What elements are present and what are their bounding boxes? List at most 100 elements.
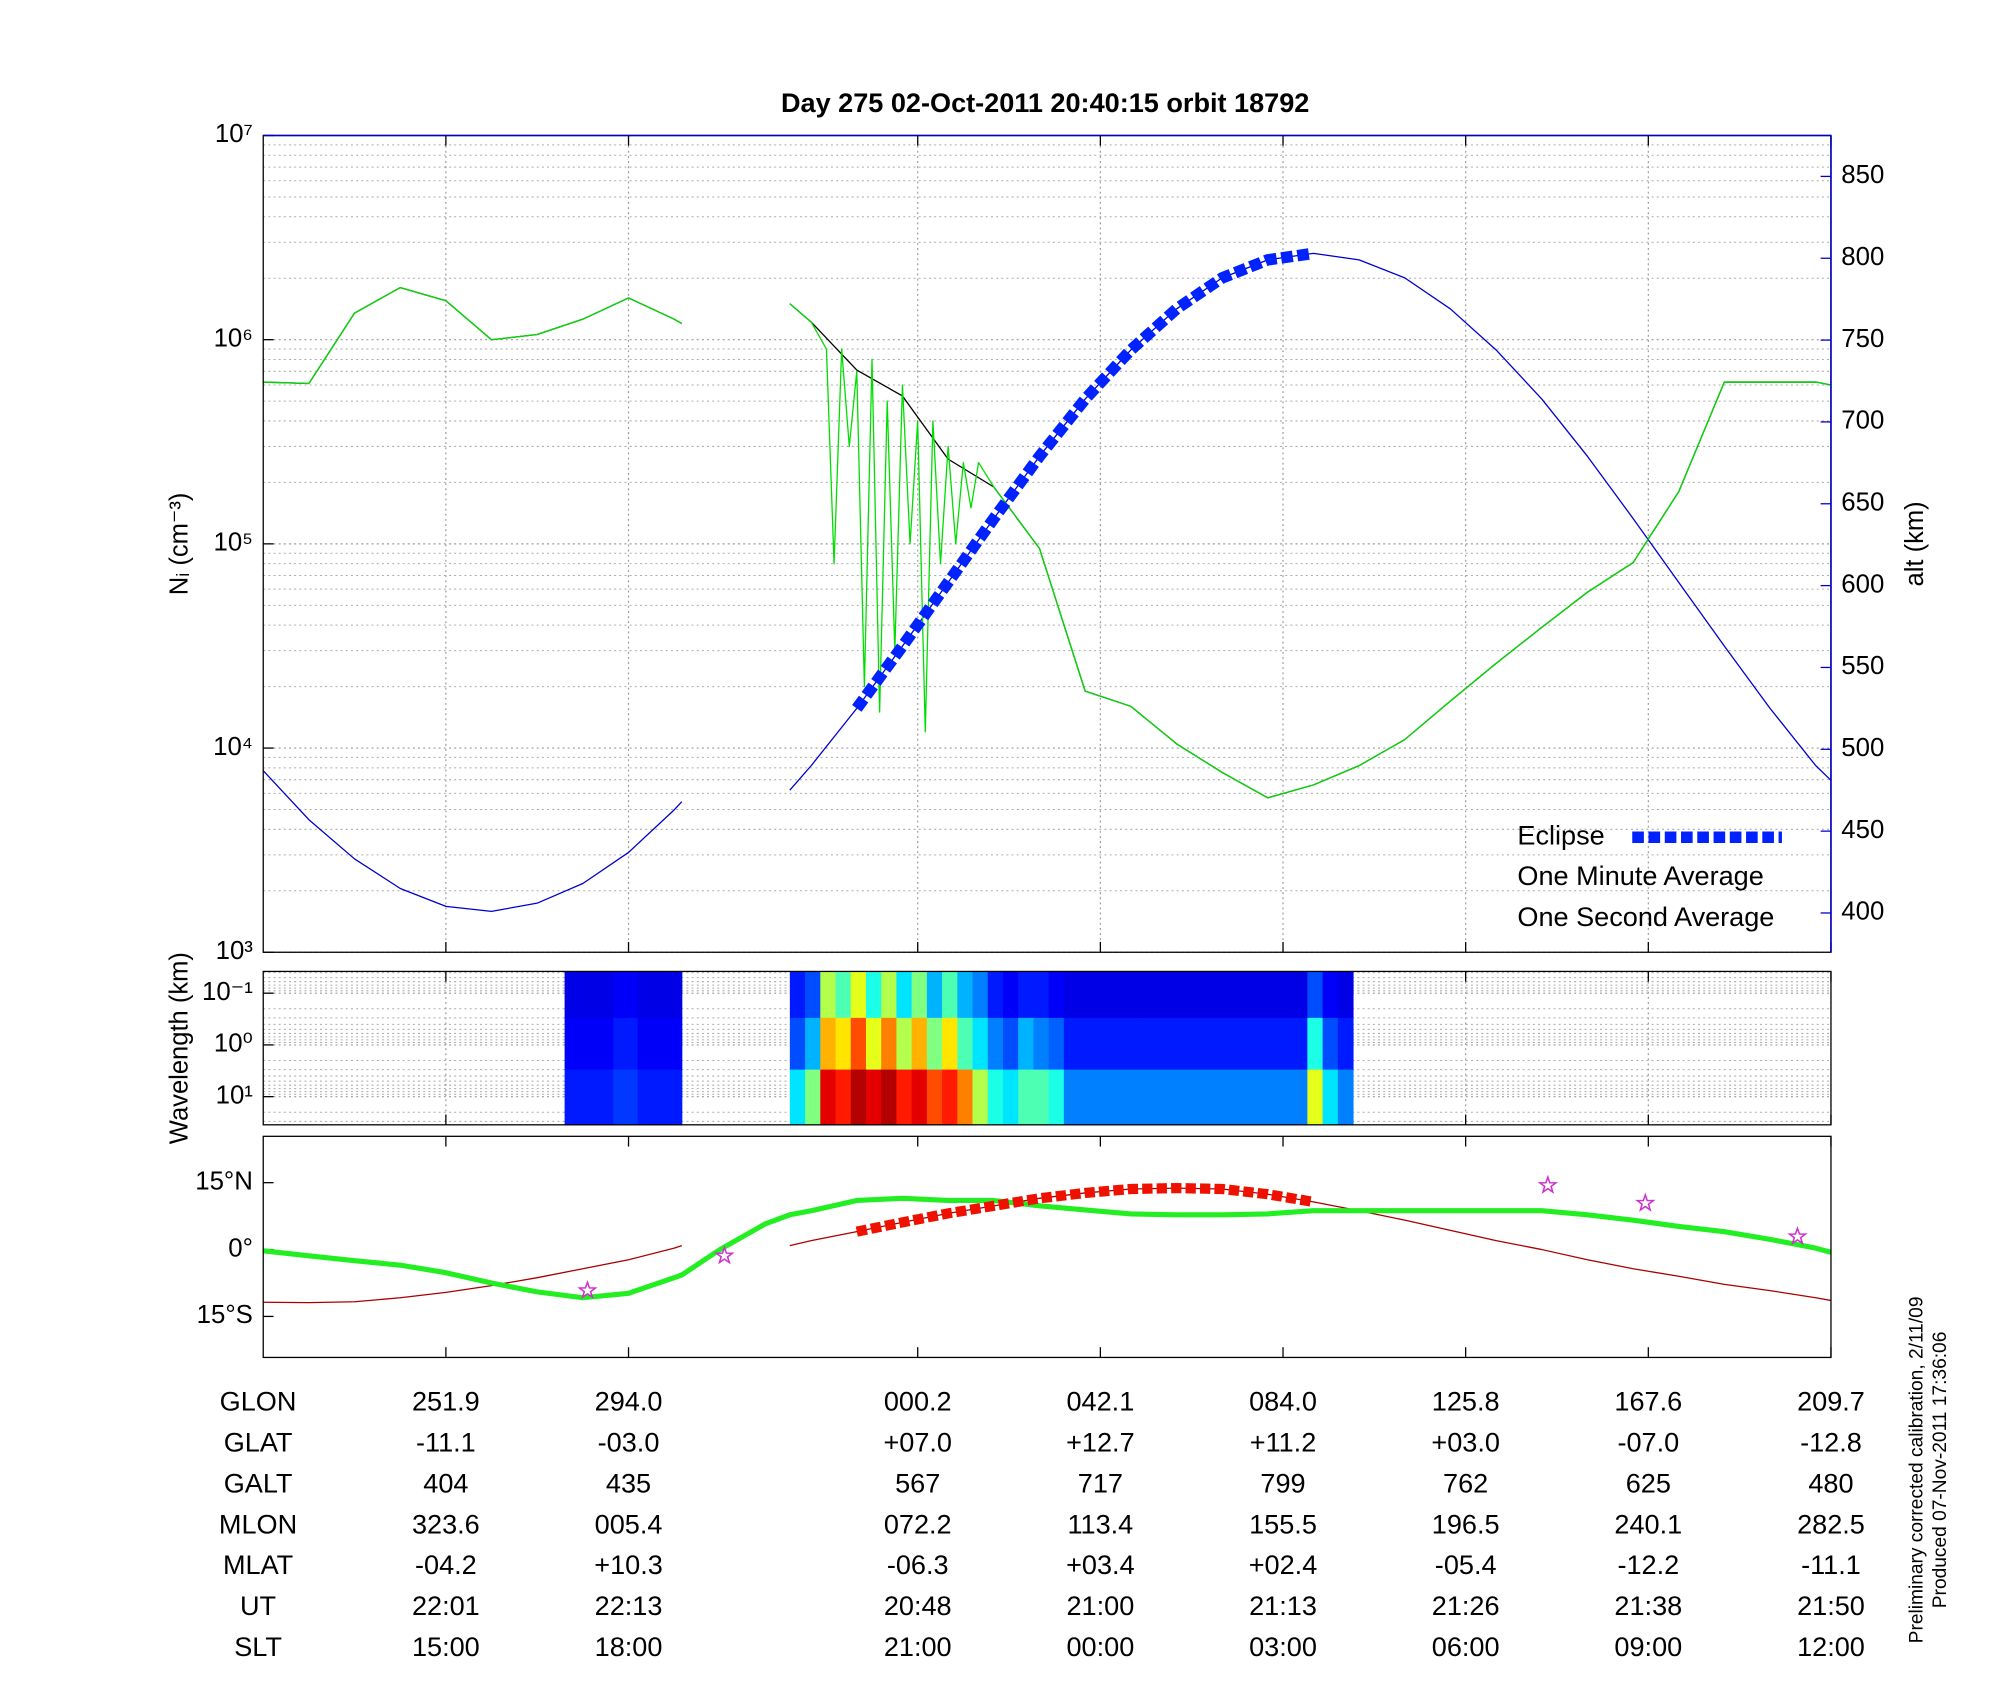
y-tick-label: 15°S xyxy=(197,1301,253,1329)
heatmap-cell xyxy=(1124,1069,1141,1126)
y2-tick-label: 400 xyxy=(1841,898,1884,926)
y2-tick-label: 700 xyxy=(1841,407,1884,435)
table-cell: -06.3 xyxy=(887,1550,949,1580)
heatmap-cell xyxy=(564,1069,590,1126)
star-marker xyxy=(714,1245,735,1265)
eclipse-track xyxy=(852,247,1315,712)
y-tick-label: 10⁰ xyxy=(214,1030,253,1058)
heatmap-cell xyxy=(1200,1069,1217,1126)
heatmap-cell xyxy=(835,971,852,1019)
y-axis-label: Nᵢ (cm⁻³) xyxy=(165,493,193,596)
heatmap-cell xyxy=(1139,1069,1156,1126)
heatmap-cell xyxy=(660,1017,683,1071)
table-cell: -05.4 xyxy=(1435,1550,1497,1580)
table-cell: 22:01 xyxy=(412,1591,480,1621)
heatmap-cell xyxy=(972,971,989,1019)
table-cell: 000.2 xyxy=(884,1387,952,1417)
heatmap-cell xyxy=(1200,1017,1217,1071)
heatmap-cell xyxy=(820,1017,837,1071)
heatmap-cell xyxy=(1048,1069,1065,1126)
heatmap-cell xyxy=(1276,971,1293,1019)
heatmap-cell xyxy=(865,971,882,1019)
table-cell: 21:50 xyxy=(1797,1591,1865,1621)
heatmap-cell xyxy=(942,1017,958,1071)
heatmap-cell xyxy=(926,1017,943,1071)
table-cell: -04.2 xyxy=(415,1550,477,1580)
table-cell: +11.2 xyxy=(1250,1428,1317,1458)
heatmap-cell xyxy=(1246,1017,1263,1071)
y2-tick-label: 500 xyxy=(1841,734,1884,762)
heatmap-cell xyxy=(911,1069,928,1126)
series-line xyxy=(263,286,1831,799)
table-cell: +03.4 xyxy=(1066,1550,1135,1580)
table-cell: 06:00 xyxy=(1432,1632,1500,1662)
eclipse-track xyxy=(855,1182,1315,1237)
heatmap-cell xyxy=(1276,1017,1293,1071)
table-cell: 084.0 xyxy=(1249,1387,1317,1417)
heatmap-cell xyxy=(1337,971,1354,1019)
plot-frame xyxy=(262,1135,1832,1359)
heatmap-cell xyxy=(1124,971,1141,1019)
heatmap-cell xyxy=(1033,971,1050,1019)
table-cell: 21:00 xyxy=(884,1632,952,1662)
chart-title: Day 275 02-Oct-2011 20:40:15 orbit 18792 xyxy=(781,88,1309,118)
table-cell: 167.6 xyxy=(1614,1387,1682,1417)
heatmap-cell xyxy=(789,971,806,1019)
heatmap-cell xyxy=(1185,1017,1202,1071)
star-marker xyxy=(1537,1174,1559,1194)
heatmap-cell xyxy=(881,971,897,1019)
table-cell: 762 xyxy=(1443,1468,1488,1498)
table-cell: 09:00 xyxy=(1614,1632,1682,1662)
row-header: UT xyxy=(240,1591,276,1621)
heatmap-cell xyxy=(850,971,867,1019)
heatmap-cell xyxy=(1216,1069,1232,1126)
heatmap-cell xyxy=(660,971,683,1019)
heatmap-cell xyxy=(1231,1069,1248,1126)
heatmap-cell xyxy=(588,1069,614,1126)
heatmap-cell xyxy=(957,971,974,1019)
heatmap-cell xyxy=(972,1017,989,1071)
heatmap-cell xyxy=(865,1017,882,1071)
footnote: Produced 07-Nov-2011 17:36:06 xyxy=(1930,1332,1951,1609)
table-cell: -12.2 xyxy=(1617,1550,1679,1580)
heatmap-cell xyxy=(896,1069,913,1126)
heatmap-cell xyxy=(1185,1069,1202,1126)
table-cell: 00:00 xyxy=(1066,1632,1134,1662)
heatmap-cell xyxy=(881,1069,897,1126)
heatmap-cell xyxy=(1155,1069,1171,1126)
table-cell: 625 xyxy=(1626,1468,1671,1498)
heatmap-cell xyxy=(1002,1069,1019,1126)
row-header: GLON xyxy=(220,1387,297,1417)
heatmap-cell xyxy=(1063,971,1080,1019)
y2-tick-label: 750 xyxy=(1841,325,1884,353)
heatmap-cell xyxy=(588,1017,614,1071)
star-marker xyxy=(1635,1192,1656,1212)
heatmap-cell xyxy=(1246,971,1263,1019)
heatmap-cell xyxy=(1307,1017,1324,1071)
heatmap-cell xyxy=(660,1069,683,1126)
heatmap-cell xyxy=(1307,1069,1324,1126)
heatmap-cell xyxy=(1322,971,1339,1019)
heatmap-cell xyxy=(942,971,958,1019)
table-cell: 03:00 xyxy=(1249,1632,1317,1662)
heatmap-cell xyxy=(1231,1017,1248,1071)
y2-tick-label: 800 xyxy=(1841,243,1884,271)
heatmap-cell xyxy=(911,1017,928,1071)
y-tick-label: 15°N xyxy=(195,1168,253,1196)
table-cell: -11.1 xyxy=(1801,1550,1861,1580)
heatmap-cell xyxy=(1063,1069,1080,1126)
y-tick-label: 10⁵ xyxy=(214,529,253,557)
heatmap-cell xyxy=(926,1069,943,1126)
heatmap-cell xyxy=(1170,1069,1187,1126)
heatmap-cell xyxy=(835,1069,852,1126)
table-cell: 22:13 xyxy=(595,1591,663,1621)
table-cell: +02.4 xyxy=(1249,1550,1318,1580)
table-cell: 113.4 xyxy=(1067,1509,1133,1539)
table-cell: 125.8 xyxy=(1432,1387,1500,1417)
heatmap-cell xyxy=(1292,971,1308,1019)
heatmap-cell xyxy=(1216,1017,1232,1071)
heatmap-cell xyxy=(805,971,821,1019)
heatmap-cell xyxy=(1063,1017,1080,1071)
table-cell: 042.1 xyxy=(1066,1387,1134,1417)
heatmap-cell xyxy=(1261,971,1278,1019)
